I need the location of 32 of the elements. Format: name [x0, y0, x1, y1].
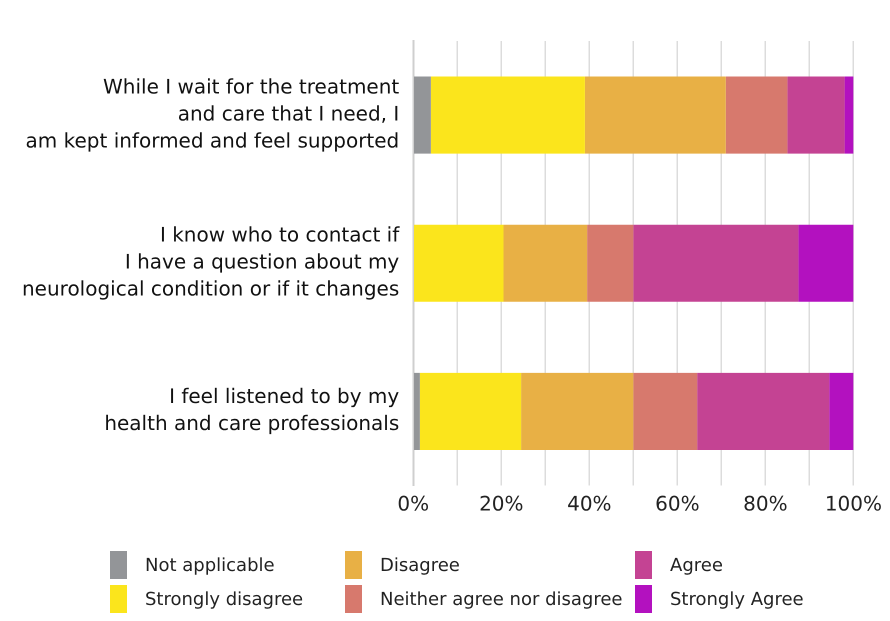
bar [430, 76, 585, 154]
bar [521, 372, 634, 450]
legend-label: Strongly Agree [670, 588, 804, 610]
legend-label: Agree [670, 554, 723, 576]
x-tick-label: 80% [743, 492, 788, 516]
bar [414, 76, 431, 154]
bar [414, 372, 420, 450]
bar [829, 372, 854, 450]
y-tick-label: While I wait for the treatment and care that I need, I am kept informed and feel supported [26, 74, 400, 152]
legend-label: Disagree [380, 554, 460, 576]
bar [726, 76, 788, 154]
bar [587, 224, 634, 302]
bar [787, 76, 845, 154]
y-tick-label: I know who to contact if I have a question about my neurological condition or if it changes [22, 222, 400, 300]
x-tick-label: 20% [479, 492, 524, 516]
x-tick-label: 100% [824, 492, 882, 516]
y-tick-label: I feel listened to by my health and care professionals [104, 384, 400, 436]
bar [798, 224, 854, 302]
x-tick-label: 40% [567, 492, 612, 516]
bar [633, 372, 698, 450]
legend-label: Not applicable [145, 554, 275, 576]
x-tick-label: 60% [655, 492, 700, 516]
bar [844, 76, 854, 154]
bar [697, 372, 830, 450]
bar [414, 224, 504, 302]
bar [503, 224, 588, 302]
bar [420, 372, 522, 450]
legend-label: Neither agree nor disagree [380, 588, 622, 610]
legend-label: Strongly disagree [145, 588, 304, 610]
x-tick-label: 0% [397, 492, 430, 516]
bar [584, 76, 726, 154]
bar [633, 224, 798, 302]
